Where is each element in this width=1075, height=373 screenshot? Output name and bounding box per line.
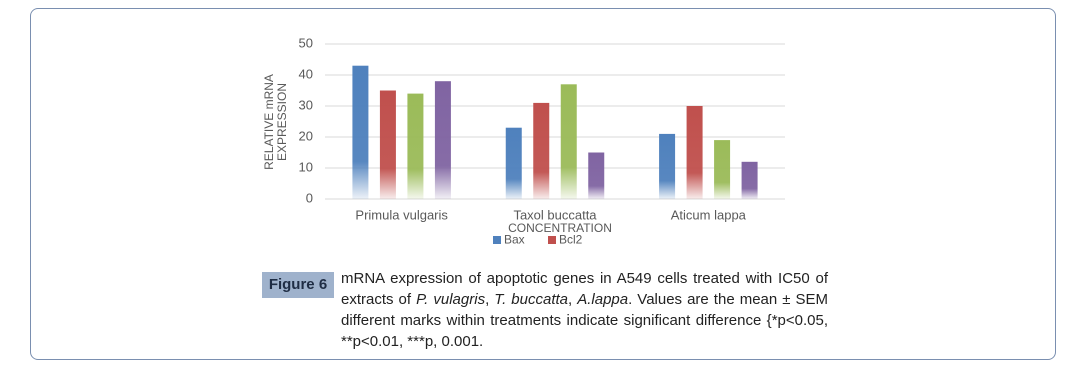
bar (741, 161, 758, 199)
legend-label: Bax (504, 233, 525, 247)
y-tick-label: 20 (299, 128, 313, 143)
y-axis-title: RELATIVE mRNAEXPRESSION (262, 74, 289, 170)
chart: RELATIVE mRNAEXPRESSION CONCENTRATION 0 1… (262, 35, 785, 247)
legend-label: Bcl2 (559, 233, 583, 247)
figure-frame (30, 8, 1056, 360)
y-tick-label: 30 (299, 97, 313, 112)
bar (434, 81, 451, 199)
legend-swatch (493, 236, 501, 244)
y-tick-label: 0 (306, 190, 313, 205)
bar (352, 65, 369, 199)
caption-run: A.lappa (577, 291, 629, 308)
bar (560, 84, 577, 199)
y-tick-label: 50 (299, 35, 313, 50)
figure-caption: mRNA expression of apoptotic genes in A5… (341, 268, 828, 352)
caption-run: . Values are the mean ± SEM different ma… (341, 291, 829, 350)
bar (407, 93, 424, 199)
legend-swatch (548, 236, 556, 244)
bar (686, 106, 703, 199)
caption-run: P. vulagris (416, 291, 486, 308)
y-tick-label: 40 (299, 66, 313, 81)
caption-run: , (568, 291, 578, 308)
bar (714, 140, 731, 199)
x-axis-title: CONCENTRATION (508, 221, 612, 235)
x-tick-label: Primula vulgaris (355, 207, 448, 222)
bar (379, 90, 396, 199)
bar (588, 152, 605, 199)
x-tick-label: Taxol buccatta (513, 207, 597, 222)
caption-run: T. buccatta (494, 291, 568, 308)
y-tick-label: 10 (299, 159, 313, 174)
figure-label: Figure 6 (262, 272, 334, 298)
caption-run: mRNA expression of apoptotic genes in A5… (341, 270, 828, 308)
bar (505, 127, 522, 199)
x-tick-label: Aticum lappa (671, 207, 747, 222)
bar (533, 102, 550, 199)
bar (659, 133, 676, 199)
caption-run: , (485, 291, 495, 308)
